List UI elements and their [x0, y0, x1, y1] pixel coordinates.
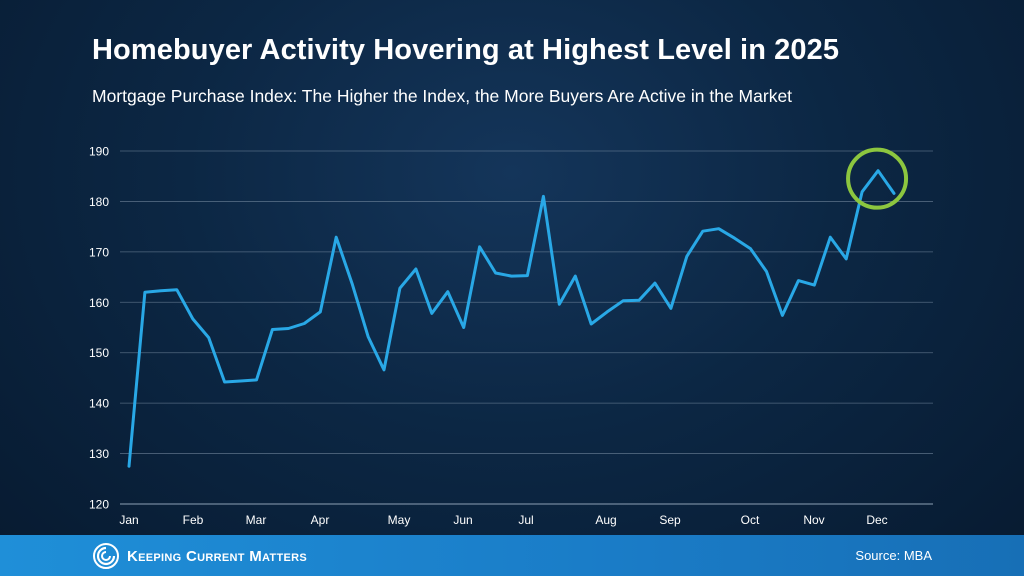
grid-lines: [120, 150, 933, 505]
y-tick-label: 180: [89, 195, 109, 209]
x-tick-label: Apr: [311, 513, 330, 527]
chart-title: Homebuyer Activity Hovering at Highest L…: [92, 34, 840, 66]
x-tick-label: Jul: [518, 513, 533, 527]
peak-highlight-circle: [846, 147, 909, 210]
chart-subtitle: Mortgage Purchase Index: The Higher the …: [92, 86, 793, 106]
series-layer: [127, 169, 896, 468]
y-tick-label: 130: [89, 447, 109, 461]
x-tick-label: Aug: [595, 513, 616, 527]
x-tick-label: Sep: [659, 513, 681, 527]
brand-name: Keeping Current Matters: [127, 547, 307, 565]
y-tick-label: 140: [89, 397, 109, 411]
x-tick-label: Jun: [453, 513, 472, 527]
x-tick-label: Nov: [803, 513, 824, 527]
footer-bar: Keeping Current Matters Source: MBA: [0, 535, 1024, 576]
x-axis-ticks: Jan Feb Mar Apr May Jun Jul Aug Sep Oct Nov Dec: [119, 513, 887, 527]
brand-logo: Keeping Current Matters: [93, 543, 307, 569]
y-tick-label: 120: [89, 498, 109, 512]
series-line: [127, 169, 896, 468]
x-tick-label: Feb: [183, 513, 204, 527]
y-tick-label: 150: [89, 346, 109, 360]
x-tick-label: Oct: [741, 513, 760, 527]
y-tick-label: 190: [89, 145, 109, 159]
source-note: Source: MBA: [855, 548, 932, 563]
y-axis-ticks: 120 130 140 150 160 170 180 190: [89, 145, 109, 512]
x-tick-label: May: [388, 513, 411, 527]
x-tick-label: Jan: [119, 513, 138, 527]
kcm-logo-icon: [93, 543, 119, 569]
y-tick-label: 170: [89, 245, 109, 259]
x-tick-label: Mar: [246, 513, 267, 527]
y-tick-label: 160: [89, 296, 109, 310]
x-tick-label: Dec: [866, 513, 887, 527]
line-chart: 120 130 140 150 160 170 180 190 Jan Feb Mar Apr May…: [89, 145, 933, 527]
annotation-layer: [846, 147, 909, 210]
